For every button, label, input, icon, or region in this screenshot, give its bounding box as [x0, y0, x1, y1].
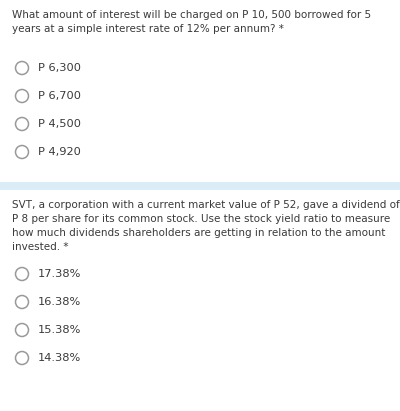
Text: invested. *: invested. * [12, 242, 68, 252]
Text: P 4,920: P 4,920 [38, 147, 81, 157]
Text: 15.38%: 15.38% [38, 325, 81, 335]
Text: 16.38%: 16.38% [38, 297, 81, 307]
Text: 17.38%: 17.38% [38, 269, 81, 279]
Bar [0, 182, 400, 190]
Text: P 6,300: P 6,300 [38, 63, 81, 73]
Text: 14.38%: 14.38% [38, 353, 81, 363]
Text: What amount of interest will be charged on P 10, 500 borrowed for 5: What amount of interest will be charged … [12, 10, 371, 20]
Text: SVT, a corporation with a current market value of P 52, gave a dividend of: SVT, a corporation with a current market… [12, 200, 400, 210]
Text: P 6,700: P 6,700 [38, 91, 81, 101]
Text: P 4,500: P 4,500 [38, 119, 81, 129]
Text: how much dividends shareholders are getting in relation to the amount: how much dividends shareholders are gett… [12, 228, 385, 238]
Text: P 8 per share for its common stock. Use the stock yield ratio to measure: P 8 per share for its common stock. Use … [12, 214, 390, 224]
Text: years at a simple interest rate of 12% per annum? *: years at a simple interest rate of 12% p… [12, 24, 284, 34]
